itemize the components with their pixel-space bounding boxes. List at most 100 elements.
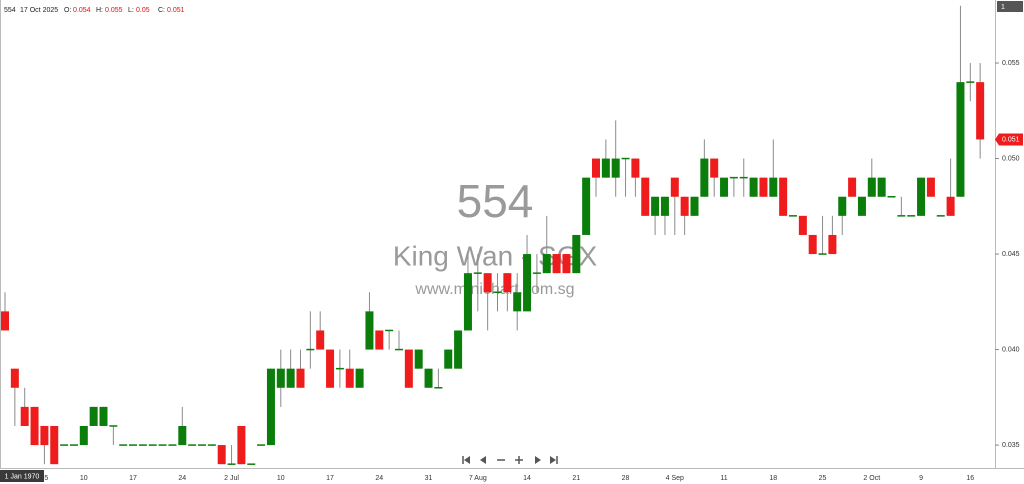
candle-body <box>483 273 492 293</box>
scale-badge-box <box>997 1 1023 12</box>
candle-body <box>138 444 147 446</box>
scale-badge: 1 <box>997 1 1023 12</box>
candle-body <box>582 177 591 235</box>
candle-body <box>493 291 502 294</box>
candle-body <box>601 158 610 178</box>
candle-body <box>769 177 778 197</box>
x-tick-label: 9 <box>919 475 923 482</box>
x-tick-label: 2 Oct <box>863 475 880 482</box>
candle-body <box>779 177 788 216</box>
x-tick-label: 11 <box>720 475 727 482</box>
x-tick-label: 24 <box>375 475 383 482</box>
candle-body <box>798 215 807 235</box>
candle-body <box>710 158 719 178</box>
candle-body <box>345 368 354 388</box>
candle-body <box>542 254 551 274</box>
candle-body <box>513 292 522 312</box>
candle-body <box>40 425 49 446</box>
candle-body <box>60 444 69 446</box>
candle-body <box>424 368 433 388</box>
candle-body <box>109 425 118 427</box>
y-tick-label: 0.050 <box>1002 155 1020 162</box>
candle-body <box>276 368 285 388</box>
candle-body <box>79 425 88 446</box>
candle-body <box>50 425 59 465</box>
candle-body <box>926 177 935 197</box>
x-tick-label: 18 <box>769 475 777 482</box>
candle-body <box>385 329 394 332</box>
candles <box>1 5 985 465</box>
candle-body <box>907 215 916 217</box>
ohlc-value: 0.05 <box>136 7 150 14</box>
candle-body <box>966 81 975 83</box>
candle-body <box>936 215 945 217</box>
x-tick-label: 16 <box>966 475 974 482</box>
back-button[interactable] <box>480 456 486 464</box>
ohlc-label: H: <box>96 7 103 14</box>
candle-body <box>198 444 206 446</box>
candle-body <box>316 330 325 350</box>
x-tick-label: 10 <box>277 475 285 482</box>
candle-body <box>503 273 512 293</box>
cursor-date-box <box>0 470 44 482</box>
candle-body <box>680 196 689 216</box>
candle-body <box>296 368 305 388</box>
candle-body <box>739 176 748 179</box>
candle-body <box>749 177 758 197</box>
candle-body <box>808 234 817 255</box>
candle-body <box>266 368 275 446</box>
candle-body <box>434 387 443 389</box>
candle-body <box>10 368 19 388</box>
zoom-in-button[interactable] <box>515 456 523 464</box>
last-button[interactable] <box>550 456 558 464</box>
candle-body <box>473 272 482 274</box>
candle-body <box>562 254 571 274</box>
candle-body <box>395 348 403 351</box>
candle-body <box>335 367 344 370</box>
candle-body <box>641 177 650 216</box>
candle-body <box>207 444 216 446</box>
ohlc-value: 0.054 <box>73 7 91 14</box>
candle-body <box>188 444 197 446</box>
candle-body <box>838 196 847 216</box>
candle-body <box>592 158 600 178</box>
candle-body <box>306 348 315 351</box>
candle-body <box>217 445 226 465</box>
candle-body <box>857 196 866 216</box>
candle-body <box>956 82 965 197</box>
nav-controls[interactable] <box>462 456 558 464</box>
candle-body <box>572 234 581 274</box>
candle-body <box>20 406 29 426</box>
candle-body <box>375 330 384 350</box>
candle-body <box>877 177 886 197</box>
watermark-code: 554 <box>457 175 534 227</box>
candle-body <box>99 406 108 426</box>
candle-body <box>700 158 709 197</box>
x-tick-label: 24 <box>178 475 186 482</box>
candle-body <box>532 272 541 274</box>
candle-body <box>286 368 295 388</box>
candle-body <box>168 444 177 446</box>
candle-body <box>30 406 39 446</box>
x-tick-label: 28 <box>622 475 630 482</box>
candle-body <box>897 215 906 217</box>
candle-body <box>887 196 896 198</box>
symbol: 554 <box>4 7 16 14</box>
y-tick-label: 0.045 <box>1002 251 1020 258</box>
candle-body <box>89 406 98 426</box>
first-button[interactable] <box>462 456 470 464</box>
x-tick-label: 25 <box>819 475 827 482</box>
ohlc-label: C: <box>158 7 165 14</box>
candle-body <box>670 177 679 197</box>
candle-body <box>237 425 246 465</box>
candle-body <box>227 463 236 465</box>
candle-body <box>552 254 561 274</box>
candle-body <box>1 311 9 331</box>
candle-body <box>651 196 660 216</box>
x-tick-label: 4 Sep <box>666 475 684 482</box>
candle-body <box>867 177 876 197</box>
forward-button[interactable] <box>535 456 541 464</box>
x-tick-label: 17 <box>326 475 334 482</box>
